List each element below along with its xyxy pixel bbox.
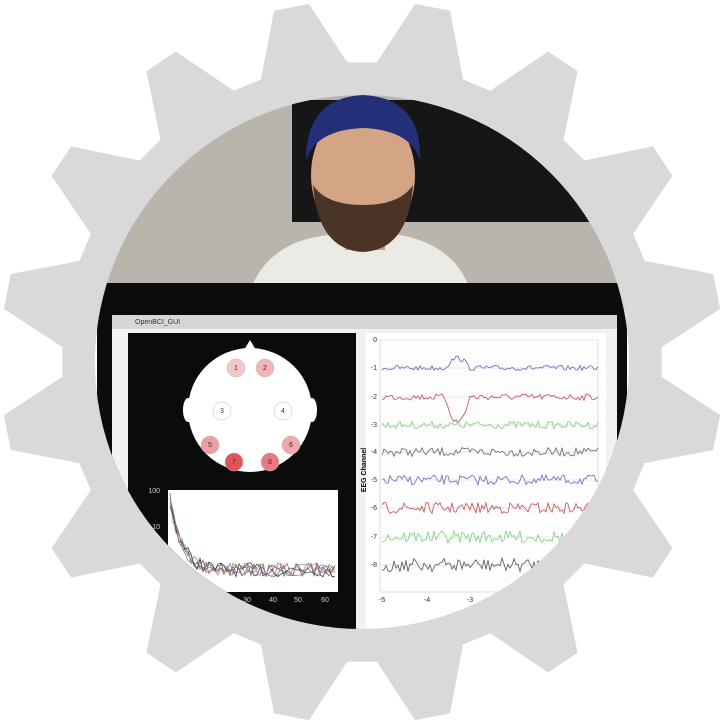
electrode-label: 5 (208, 442, 212, 449)
electrode-label: 4 (281, 408, 285, 415)
ear (183, 398, 193, 422)
beard (313, 185, 413, 252)
eeg-channel-label: -4 (371, 449, 377, 456)
eeg-channel-label: 0 (373, 337, 377, 344)
spectrum-x-tick: 50 (294, 597, 302, 604)
ear (307, 398, 317, 422)
eeg-trace (381, 473, 599, 486)
eeg-x-tick: -4 (424, 597, 430, 604)
eeg-channel-label: -3 (371, 422, 377, 429)
eeg-trace (381, 420, 599, 430)
eeg-trace (381, 393, 599, 424)
spectrum-y-tick: 100 (148, 488, 160, 495)
eeg-trace (381, 446, 599, 458)
eeg-channel-label: -1 (371, 365, 377, 372)
head (188, 348, 312, 472)
title-bar (112, 315, 617, 329)
eeg-channel-label: -5 (371, 477, 377, 484)
electrode-label: 8 (268, 459, 272, 466)
electrode (200, 435, 220, 455)
window-title: OpenBCI_GUI (135, 319, 180, 326)
electrode-label: 6 (289, 442, 293, 449)
eeg-trace (381, 501, 599, 515)
eeg-x-tick: -3 (467, 597, 473, 604)
electrode-label: 1 (234, 365, 238, 372)
electrode (224, 452, 244, 472)
shirt (250, 235, 470, 290)
eeg-trace (381, 355, 599, 372)
spectrum-x-tick: 40 (269, 597, 277, 604)
spectrum-x-tick: 60 (321, 597, 329, 604)
electrode (281, 435, 301, 455)
eeg-channel-label: -2 (371, 394, 377, 401)
electrode (260, 452, 280, 472)
electrode (255, 358, 275, 378)
spectrum-curve (169, 497, 336, 578)
electrode-label: 7 (232, 459, 236, 466)
electrode-label: 3 (220, 408, 224, 415)
eeg-channel-label: -7 (371, 534, 377, 541)
dynamic: 12345678100101304050600-1-2-3-4-5-6-7-8-… (148, 337, 599, 604)
eeg-y-label: EEG Channel (361, 448, 368, 492)
eeg-channel-label: -6 (371, 505, 377, 512)
electrode (273, 401, 293, 421)
electrode-label: 2 (263, 365, 267, 372)
spectrum-curve (169, 506, 336, 578)
eeg-x-tick: -5 (379, 597, 385, 604)
nose (244, 340, 256, 350)
spectrum-x-tick: 30 (243, 597, 251, 604)
electrode (226, 358, 246, 378)
eeg-channel-label: -8 (371, 562, 377, 569)
electrode (212, 401, 232, 421)
cap (306, 95, 421, 160)
eeg-trace (381, 529, 599, 545)
spectrum-y-tick: 10 (152, 524, 160, 531)
